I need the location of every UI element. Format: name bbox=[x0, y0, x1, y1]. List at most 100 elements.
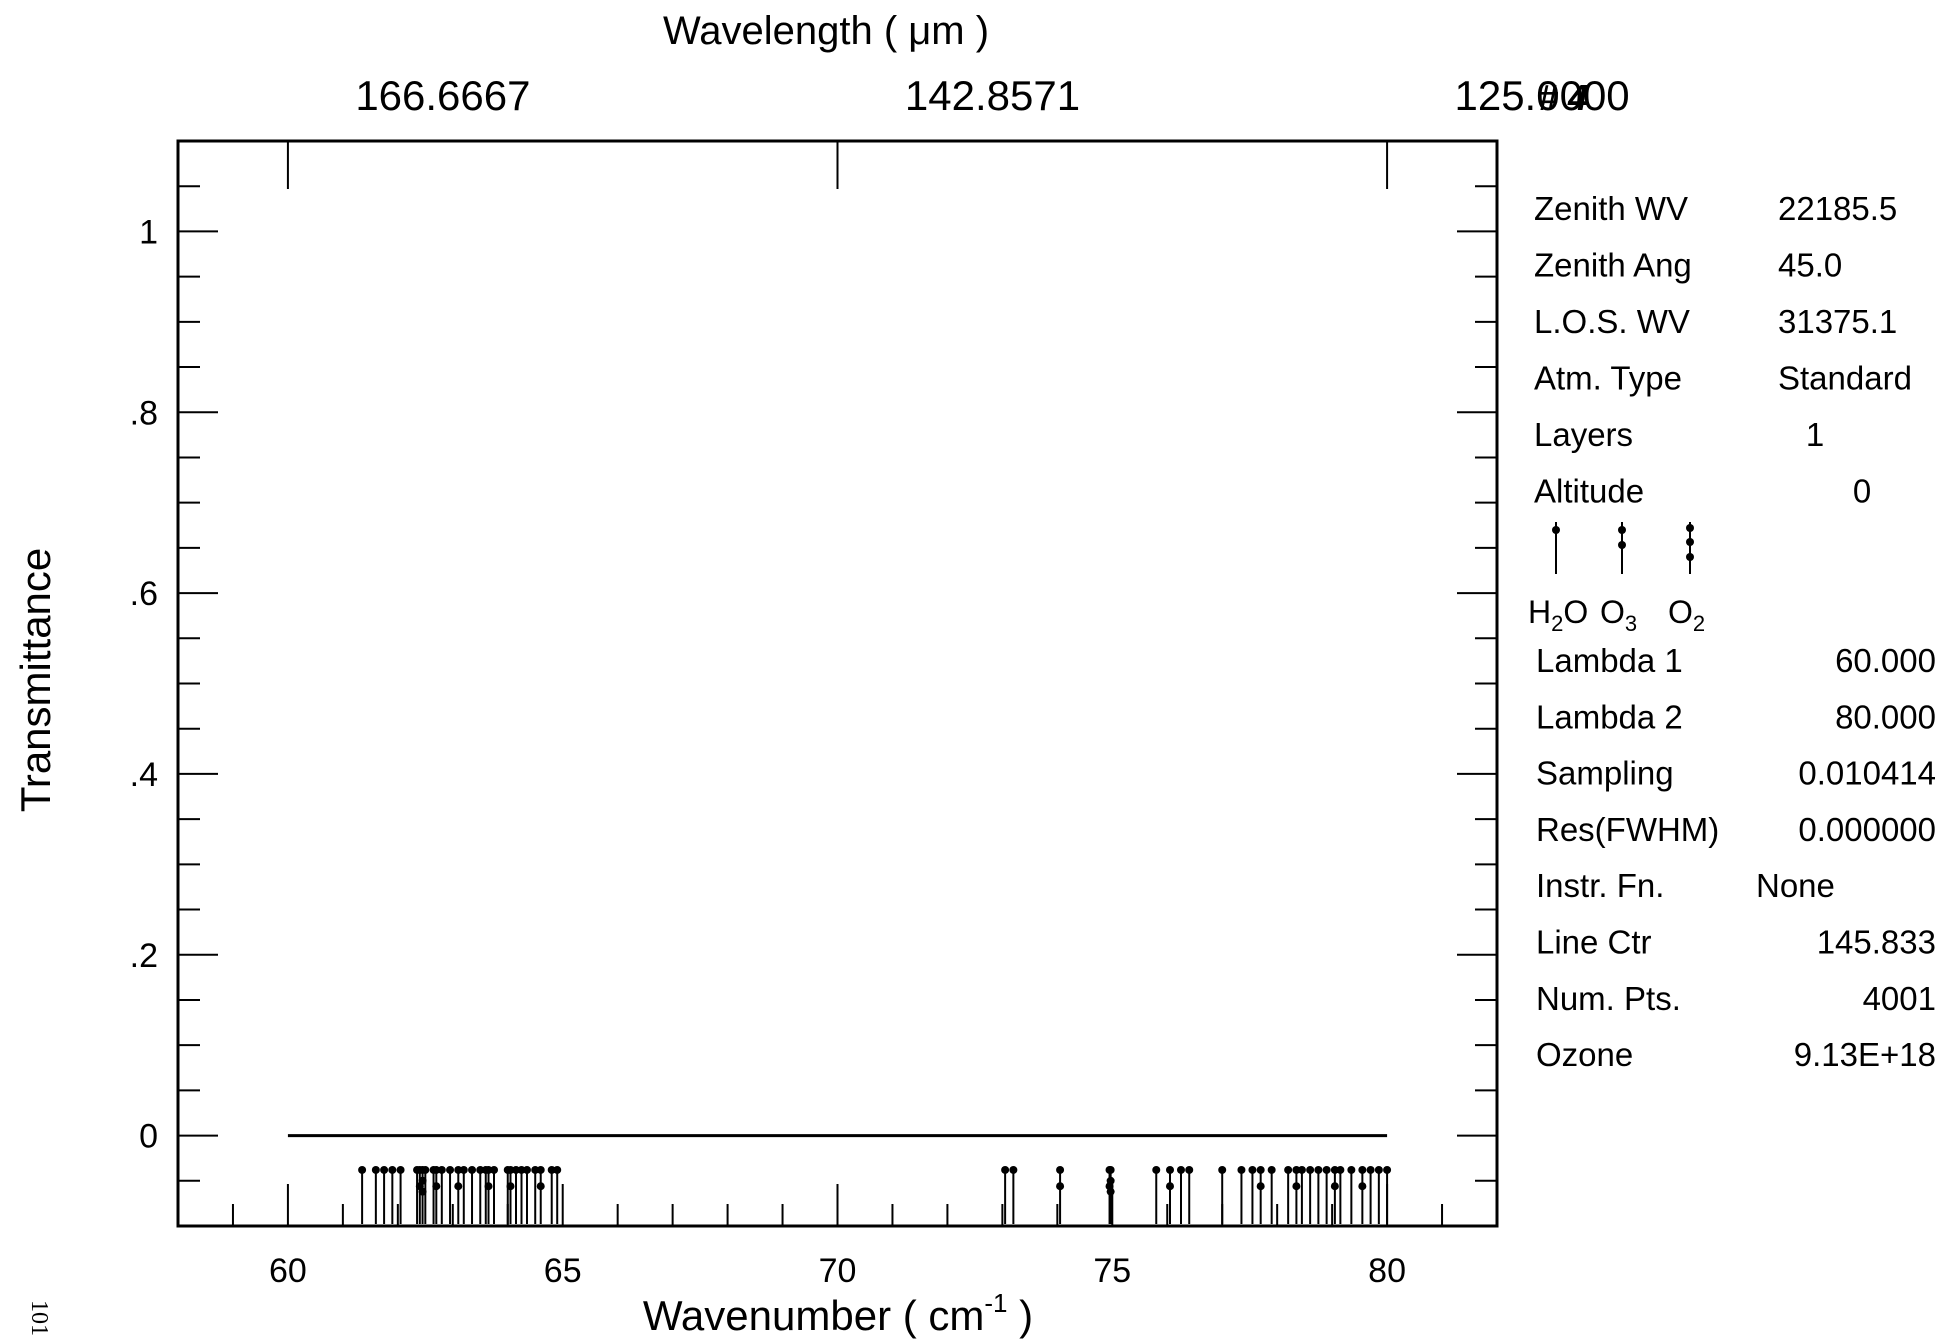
line-marker-dot-h2o bbox=[1218, 1165, 1227, 1174]
line-marker-dot-h2o bbox=[468, 1165, 477, 1174]
legend-dot-o3 bbox=[1618, 526, 1626, 534]
line-marker-dot-h2o bbox=[490, 1165, 499, 1174]
line-marker-dot-h2o bbox=[1347, 1165, 1356, 1174]
param-value: 9.13E+18 bbox=[1794, 1036, 1936, 1073]
line-marker-dot-o2 bbox=[1106, 1165, 1115, 1174]
line-marker-dot-h2o bbox=[358, 1165, 367, 1174]
line-marker-dot-o3 bbox=[1292, 1165, 1301, 1174]
param-label: Lambda 2 bbox=[1536, 698, 1683, 735]
legend-dot-o2 bbox=[1686, 553, 1694, 561]
plot-number: # 4 bbox=[1538, 77, 1588, 118]
line-marker-dot-h2o bbox=[531, 1165, 540, 1174]
line-marker-dot-h2o bbox=[1009, 1165, 1018, 1174]
line-marker-dot-o3 bbox=[484, 1165, 493, 1174]
line-marker-dot-h2o bbox=[1152, 1165, 1161, 1174]
line-marker-dot-o3 bbox=[1256, 1182, 1265, 1191]
line-marker-dot-h2o bbox=[446, 1165, 455, 1174]
line-marker-dot-o3 bbox=[1165, 1165, 1174, 1174]
line-marker-dot-h2o bbox=[1267, 1165, 1276, 1174]
plot-frame bbox=[176, 139, 1499, 1228]
line-marker-dot-h2o bbox=[1374, 1165, 1383, 1174]
x-axis-title: Wavenumber ( cm-1 ) bbox=[643, 1288, 1033, 1339]
line-marker-dot-o3 bbox=[1292, 1182, 1301, 1191]
param-label: Lambda 1 bbox=[1536, 642, 1683, 679]
info-label: Zenith Ang bbox=[1534, 247, 1692, 284]
line-marker-dot-o2 bbox=[1106, 1187, 1115, 1196]
legend-dot-o3 bbox=[1618, 541, 1626, 549]
param-label: Ozone bbox=[1536, 1036, 1633, 1073]
y-tick-label: 1 bbox=[139, 213, 158, 251]
info-label: Layers bbox=[1534, 416, 1633, 453]
line-marker-dot-h2o bbox=[1176, 1165, 1185, 1174]
x-tick-label: 80 bbox=[1368, 1252, 1406, 1290]
line-marker-dot-h2o bbox=[1284, 1165, 1293, 1174]
y-tick-label: 0 bbox=[139, 1118, 158, 1156]
line-marker-dot-o3 bbox=[1256, 1165, 1265, 1174]
param-value: None bbox=[1756, 867, 1835, 904]
line-marker-dot-o3 bbox=[506, 1165, 515, 1174]
line-marker-dot-h2o bbox=[1001, 1165, 1010, 1174]
line-marker-dot-h2o bbox=[522, 1165, 531, 1174]
line-marker-dot-h2o bbox=[1322, 1165, 1331, 1174]
y-axis-title: Transmittance bbox=[12, 548, 59, 813]
param-label: Res(FWHM) bbox=[1536, 811, 1719, 848]
line-marker-dot-h2o bbox=[459, 1165, 468, 1174]
info-value: Standard bbox=[1778, 360, 1912, 397]
line-marker-dot-o3 bbox=[432, 1182, 441, 1191]
param-label: Num. Pts. bbox=[1536, 980, 1681, 1017]
param-value: 0.000000 bbox=[1798, 811, 1936, 848]
param-value: 145.833 bbox=[1817, 924, 1936, 961]
line-marker-dot-o3 bbox=[536, 1165, 545, 1174]
line-marker-dot-h2o bbox=[1366, 1165, 1375, 1174]
legend-label-o2: O2 bbox=[1668, 594, 1705, 636]
line-marker-dot-h2o bbox=[1314, 1165, 1323, 1174]
line-marker-dot-o3 bbox=[536, 1182, 545, 1191]
legend-dot-o2 bbox=[1686, 538, 1694, 546]
y-tick-label: .2 bbox=[130, 937, 158, 975]
line-marker-dot-h2o bbox=[396, 1165, 405, 1174]
x-tick-label: 65 bbox=[544, 1252, 582, 1290]
line-marker-dot-o3 bbox=[1358, 1182, 1367, 1191]
line-marker-dot-o3 bbox=[506, 1182, 515, 1191]
line-marker-dot-h2o bbox=[1306, 1165, 1315, 1174]
line-marker-dot-h2o bbox=[371, 1165, 380, 1174]
info-value: 1 bbox=[1806, 416, 1824, 453]
line-marker-dot-o3 bbox=[1056, 1182, 1065, 1191]
line-marker-dot-h2o bbox=[517, 1165, 526, 1174]
line-marker-dot-h2o bbox=[1248, 1165, 1257, 1174]
line-marker-dot-o3 bbox=[1330, 1165, 1339, 1174]
line-marker-dot-h2o bbox=[553, 1165, 562, 1174]
line-marker-dot-o2 bbox=[418, 1187, 427, 1196]
legend-dot-h2o bbox=[1552, 526, 1560, 534]
param-value: 80.000 bbox=[1835, 698, 1936, 735]
y-tick-label: .4 bbox=[130, 756, 158, 794]
line-marker-dot-o3 bbox=[1330, 1182, 1339, 1191]
info-value: 31375.1 bbox=[1778, 303, 1897, 340]
top-axis-tick-label: 166.6667 bbox=[355, 72, 530, 119]
line-marker-dot-o3 bbox=[432, 1165, 441, 1174]
line-marker-dot-h2o bbox=[476, 1165, 485, 1174]
line-marker-dot-o2 bbox=[1106, 1176, 1115, 1185]
line-marker-dot-h2o bbox=[1237, 1165, 1246, 1174]
x-tick-label: 70 bbox=[819, 1252, 857, 1290]
top-axis-tick-label: 142.8571 bbox=[905, 72, 1080, 119]
line-marker-dot-h2o bbox=[1297, 1165, 1306, 1174]
legend-label-h2o: H2O bbox=[1528, 594, 1588, 636]
line-marker-dot-o2 bbox=[418, 1165, 427, 1174]
info-value: 22185.5 bbox=[1778, 190, 1897, 227]
legend-dot-o2 bbox=[1686, 524, 1694, 532]
info-value: 45.0 bbox=[1778, 247, 1842, 284]
param-label: Sampling bbox=[1536, 755, 1674, 792]
x-tick-label: 60 bbox=[269, 1252, 307, 1290]
info-label: Altitude bbox=[1534, 473, 1644, 510]
x-tick-label: 75 bbox=[1093, 1252, 1131, 1290]
line-marker-dot-h2o bbox=[380, 1165, 389, 1174]
line-marker-dot-o3 bbox=[1358, 1165, 1367, 1174]
line-marker-dot-o3 bbox=[1056, 1165, 1065, 1174]
line-marker-dot-h2o bbox=[547, 1165, 556, 1174]
info-label: Zenith WV bbox=[1534, 190, 1688, 227]
line-marker-dot-o2 bbox=[418, 1176, 427, 1185]
line-marker-dot-h2o bbox=[1185, 1165, 1194, 1174]
top-axis-tick-label: 125.0000 bbox=[1454, 72, 1629, 119]
